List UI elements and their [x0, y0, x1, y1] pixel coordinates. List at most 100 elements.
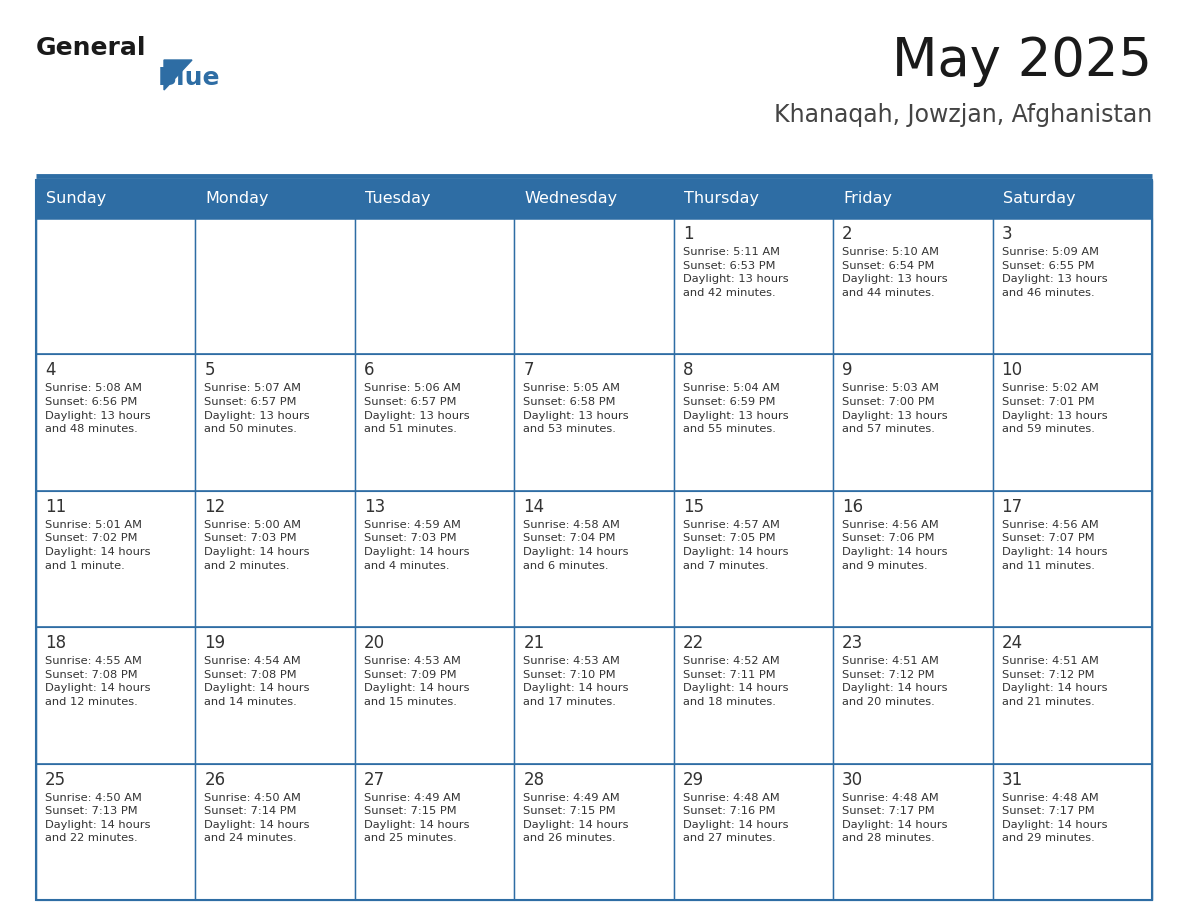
Text: 20: 20	[364, 634, 385, 652]
Text: Sunday: Sunday	[46, 192, 106, 207]
Text: 4: 4	[45, 362, 56, 379]
Text: Khanaqah, Jowzjan, Afghanistan: Khanaqah, Jowzjan, Afghanistan	[773, 103, 1152, 127]
Text: Sunrise: 5:03 AM
Sunset: 7:00 PM
Daylight: 13 hours
and 57 minutes.: Sunrise: 5:03 AM Sunset: 7:00 PM Dayligh…	[842, 384, 948, 434]
Bar	[674, 180, 833, 218]
Text: 14: 14	[523, 498, 544, 516]
Bar	[992, 218, 1152, 354]
Text: 1: 1	[683, 225, 694, 243]
Bar	[196, 764, 355, 900]
Bar	[674, 627, 833, 764]
Text: 30: 30	[842, 770, 864, 789]
Text: Sunrise: 5:04 AM
Sunset: 6:59 PM
Daylight: 13 hours
and 55 minutes.: Sunrise: 5:04 AM Sunset: 6:59 PM Dayligh…	[683, 384, 789, 434]
Text: Sunrise: 5:02 AM
Sunset: 7:01 PM
Daylight: 13 hours
and 59 minutes.: Sunrise: 5:02 AM Sunset: 7:01 PM Dayligh…	[1001, 384, 1107, 434]
Bar	[833, 491, 992, 627]
Bar	[355, 354, 514, 491]
Bar	[514, 180, 674, 218]
Bar	[514, 491, 674, 627]
Bar	[674, 218, 833, 354]
Text: Sunrise: 4:51 AM
Sunset: 7:12 PM
Daylight: 14 hours
and 20 minutes.: Sunrise: 4:51 AM Sunset: 7:12 PM Dayligh…	[842, 656, 948, 707]
Text: Sunrise: 4:50 AM
Sunset: 7:14 PM
Daylight: 14 hours
and 24 minutes.: Sunrise: 4:50 AM Sunset: 7:14 PM Dayligh…	[204, 792, 310, 844]
Text: 16: 16	[842, 498, 864, 516]
Bar	[514, 764, 674, 900]
Bar	[992, 627, 1152, 764]
Text: Sunrise: 5:01 AM
Sunset: 7:02 PM
Daylight: 14 hours
and 1 minute.: Sunrise: 5:01 AM Sunset: 7:02 PM Dayligh…	[45, 520, 151, 571]
Text: Sunrise: 5:06 AM
Sunset: 6:57 PM
Daylight: 13 hours
and 51 minutes.: Sunrise: 5:06 AM Sunset: 6:57 PM Dayligh…	[364, 384, 469, 434]
Text: Sunrise: 5:00 AM
Sunset: 7:03 PM
Daylight: 14 hours
and 2 minutes.: Sunrise: 5:00 AM Sunset: 7:03 PM Dayligh…	[204, 520, 310, 571]
Text: Sunrise: 4:59 AM
Sunset: 7:03 PM
Daylight: 14 hours
and 4 minutes.: Sunrise: 4:59 AM Sunset: 7:03 PM Dayligh…	[364, 520, 469, 571]
Text: Saturday: Saturday	[1003, 192, 1075, 207]
Bar	[992, 491, 1152, 627]
Text: Sunrise: 4:57 AM
Sunset: 7:05 PM
Daylight: 14 hours
and 7 minutes.: Sunrise: 4:57 AM Sunset: 7:05 PM Dayligh…	[683, 520, 788, 571]
Text: 11: 11	[45, 498, 67, 516]
Bar	[36, 180, 196, 218]
Bar	[674, 354, 833, 491]
Bar	[36, 218, 196, 354]
Text: 6: 6	[364, 362, 374, 379]
Text: 7: 7	[523, 362, 533, 379]
Text: 28: 28	[523, 770, 544, 789]
Text: 19: 19	[204, 634, 226, 652]
Text: 26: 26	[204, 770, 226, 789]
Text: Sunrise: 4:56 AM
Sunset: 7:06 PM
Daylight: 14 hours
and 9 minutes.: Sunrise: 4:56 AM Sunset: 7:06 PM Dayligh…	[842, 520, 948, 571]
Text: Sunrise: 4:54 AM
Sunset: 7:08 PM
Daylight: 14 hours
and 14 minutes.: Sunrise: 4:54 AM Sunset: 7:08 PM Dayligh…	[204, 656, 310, 707]
Text: Sunrise: 4:48 AM
Sunset: 7:17 PM
Daylight: 14 hours
and 29 minutes.: Sunrise: 4:48 AM Sunset: 7:17 PM Dayligh…	[1001, 792, 1107, 844]
Bar	[833, 764, 992, 900]
Text: Sunrise: 5:10 AM
Sunset: 6:54 PM
Daylight: 13 hours
and 44 minutes.: Sunrise: 5:10 AM Sunset: 6:54 PM Dayligh…	[842, 247, 948, 297]
Text: 27: 27	[364, 770, 385, 789]
Bar	[196, 627, 355, 764]
Bar	[355, 491, 514, 627]
Bar	[196, 180, 355, 218]
Bar	[36, 764, 196, 900]
Bar	[36, 180, 1152, 900]
Text: Sunrise: 5:08 AM
Sunset: 6:56 PM
Daylight: 13 hours
and 48 minutes.: Sunrise: 5:08 AM Sunset: 6:56 PM Dayligh…	[45, 384, 151, 434]
Text: 15: 15	[683, 498, 703, 516]
Bar	[355, 218, 514, 354]
Bar	[992, 354, 1152, 491]
Text: Thursday: Thursday	[684, 192, 759, 207]
Text: Monday: Monday	[206, 192, 268, 207]
Bar	[833, 180, 992, 218]
Text: 10: 10	[1001, 362, 1023, 379]
Text: Sunrise: 4:53 AM
Sunset: 7:10 PM
Daylight: 14 hours
and 17 minutes.: Sunrise: 4:53 AM Sunset: 7:10 PM Dayligh…	[523, 656, 628, 707]
Bar	[992, 180, 1152, 218]
Text: Sunrise: 5:11 AM
Sunset: 6:53 PM
Daylight: 13 hours
and 42 minutes.: Sunrise: 5:11 AM Sunset: 6:53 PM Dayligh…	[683, 247, 789, 297]
Text: 24: 24	[1001, 634, 1023, 652]
Bar	[355, 764, 514, 900]
Text: 2: 2	[842, 225, 853, 243]
Text: May 2025: May 2025	[892, 35, 1152, 87]
Polygon shape	[164, 60, 192, 90]
Text: Sunrise: 4:51 AM
Sunset: 7:12 PM
Daylight: 14 hours
and 21 minutes.: Sunrise: 4:51 AM Sunset: 7:12 PM Dayligh…	[1001, 656, 1107, 707]
Bar	[992, 764, 1152, 900]
Text: 21: 21	[523, 634, 544, 652]
Bar	[674, 491, 833, 627]
Text: 31: 31	[1001, 770, 1023, 789]
Bar	[36, 354, 196, 491]
Bar	[355, 627, 514, 764]
Text: Sunrise: 4:52 AM
Sunset: 7:11 PM
Daylight: 14 hours
and 18 minutes.: Sunrise: 4:52 AM Sunset: 7:11 PM Dayligh…	[683, 656, 788, 707]
Bar	[833, 218, 992, 354]
Bar	[514, 218, 674, 354]
Text: 18: 18	[45, 634, 67, 652]
Text: Sunrise: 4:48 AM
Sunset: 7:16 PM
Daylight: 14 hours
and 27 minutes.: Sunrise: 4:48 AM Sunset: 7:16 PM Dayligh…	[683, 792, 788, 844]
Bar	[196, 354, 355, 491]
Text: 25: 25	[45, 770, 67, 789]
Bar	[833, 627, 992, 764]
Bar	[355, 180, 514, 218]
Bar	[514, 627, 674, 764]
Bar	[196, 218, 355, 354]
Bar	[514, 354, 674, 491]
Text: Sunrise: 5:07 AM
Sunset: 6:57 PM
Daylight: 13 hours
and 50 minutes.: Sunrise: 5:07 AM Sunset: 6:57 PM Dayligh…	[204, 384, 310, 434]
Text: 3: 3	[1001, 225, 1012, 243]
Text: Friday: Friday	[843, 192, 892, 207]
Text: 23: 23	[842, 634, 864, 652]
Text: 22: 22	[683, 634, 704, 652]
Bar	[196, 491, 355, 627]
Text: Sunrise: 4:56 AM
Sunset: 7:07 PM
Daylight: 14 hours
and 11 minutes.: Sunrise: 4:56 AM Sunset: 7:07 PM Dayligh…	[1001, 520, 1107, 571]
Text: Sunrise: 5:09 AM
Sunset: 6:55 PM
Daylight: 13 hours
and 46 minutes.: Sunrise: 5:09 AM Sunset: 6:55 PM Dayligh…	[1001, 247, 1107, 297]
Text: 8: 8	[683, 362, 694, 379]
Text: Blue: Blue	[158, 66, 221, 90]
Text: 5: 5	[204, 362, 215, 379]
Text: Sunrise: 4:49 AM
Sunset: 7:15 PM
Daylight: 14 hours
and 25 minutes.: Sunrise: 4:49 AM Sunset: 7:15 PM Dayligh…	[364, 792, 469, 844]
Bar	[833, 354, 992, 491]
Text: Tuesday: Tuesday	[365, 192, 430, 207]
